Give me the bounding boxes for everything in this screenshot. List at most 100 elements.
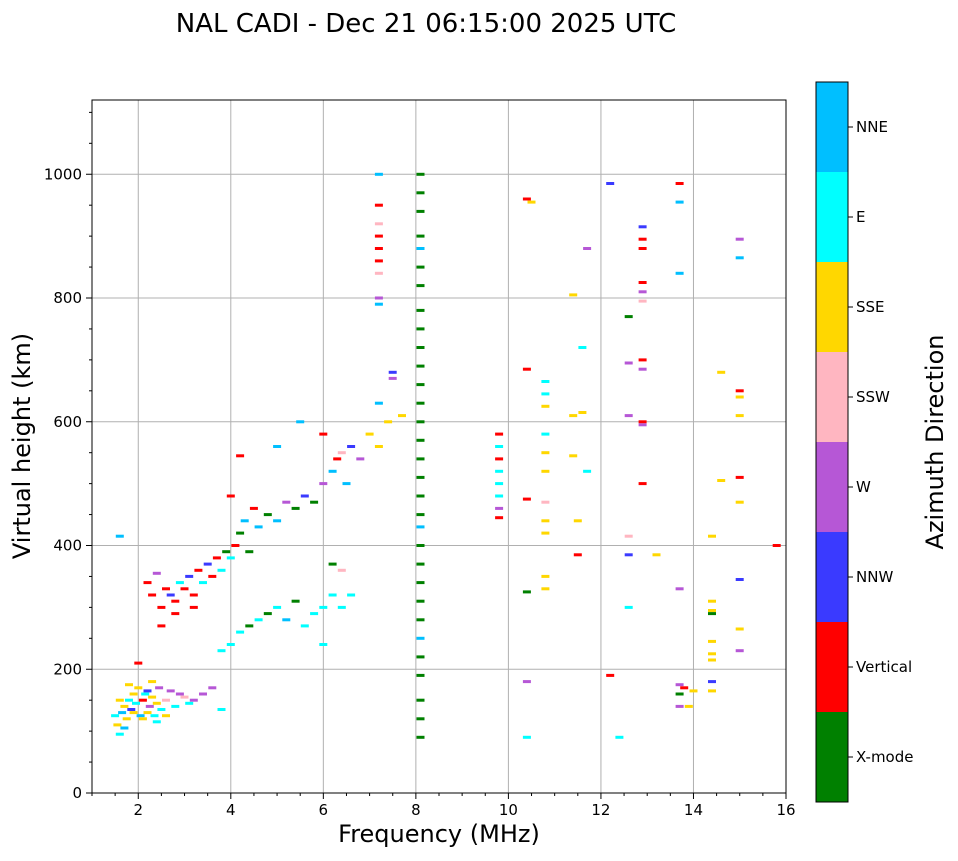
data-point: [115, 534, 124, 538]
data-point: [416, 265, 425, 269]
data-point: [185, 574, 194, 578]
data-point: [675, 271, 684, 275]
data-point: [583, 247, 592, 250]
x-tick-label: 4: [226, 801, 236, 819]
y-tick-label: 800: [53, 289, 82, 307]
data-point: [384, 420, 393, 424]
data-point: [132, 701, 140, 705]
data-point: [638, 423, 647, 427]
data-point: [111, 714, 120, 718]
data-point: [416, 401, 425, 405]
data-point: [708, 680, 716, 684]
y-tick-label: 400: [53, 537, 82, 555]
data-point: [675, 683, 684, 687]
data-point: [189, 593, 198, 597]
data-point: [398, 414, 406, 418]
plot-frame: [92, 100, 786, 793]
data-point: [203, 562, 212, 566]
data-point: [166, 689, 175, 693]
data-point: [337, 605, 346, 609]
data-point: [638, 225, 647, 229]
data-point: [624, 534, 633, 538]
series-vertical-column-7-2-mhz: [374, 172, 406, 448]
colorbar-swatch: [816, 262, 848, 352]
data-point: [120, 726, 129, 730]
data-point: [416, 562, 425, 566]
data-point: [569, 454, 578, 458]
data-point: [541, 451, 550, 455]
data-point: [416, 457, 425, 461]
data-point: [522, 367, 531, 371]
data-point: [416, 383, 425, 387]
data-point: [416, 717, 425, 721]
data-point: [374, 172, 383, 176]
data-point: [374, 222, 383, 226]
data-point: [735, 627, 744, 631]
data-point: [122, 717, 131, 721]
data-point: [333, 457, 342, 461]
series-x-mode-column-8-1-mhz: [416, 172, 425, 739]
data-point: [495, 445, 504, 448]
data-point: [708, 609, 716, 612]
data-point: [217, 568, 226, 572]
colorbar-swatch: [816, 172, 848, 262]
x-tick-label: 10: [499, 801, 518, 819]
data-point: [319, 432, 328, 436]
y-tick-label: 600: [53, 413, 82, 431]
data-point: [240, 519, 249, 523]
colorbar-tick-label: SSW: [856, 388, 890, 406]
data-point: [638, 290, 647, 294]
data-point: [416, 172, 425, 176]
data-point: [162, 698, 170, 702]
data-point: [495, 457, 504, 461]
data-point: [624, 315, 633, 319]
data-point: [300, 494, 309, 498]
data-point: [162, 714, 170, 718]
data-point: [735, 414, 744, 418]
data-point: [180, 695, 189, 699]
data-point: [541, 587, 550, 591]
data-point: [416, 191, 425, 195]
data-point: [300, 624, 309, 628]
colorbar-swatch: [816, 82, 848, 172]
y-tick-label: 0: [72, 784, 82, 802]
colorbar-tick-label: X-mode: [856, 748, 913, 766]
x-tick-label: 16: [776, 801, 795, 819]
data-point: [374, 445, 383, 448]
data-point: [310, 500, 319, 504]
y-tick-label: 200: [53, 660, 82, 678]
data-point: [199, 692, 207, 696]
data-point: [129, 692, 138, 696]
data-point: [337, 451, 346, 455]
data-point: [282, 618, 291, 622]
data-point: [416, 364, 425, 368]
data-point: [138, 698, 147, 702]
data-point: [522, 497, 531, 501]
data-point: [113, 723, 122, 727]
data-point: [374, 247, 383, 250]
series-scattered-13-5-16-mhz: [675, 182, 781, 708]
data-point: [652, 553, 661, 557]
data-point: [416, 655, 425, 659]
data-point: [675, 200, 684, 204]
data-point: [263, 513, 272, 517]
data-point: [166, 593, 175, 597]
data-point: [319, 605, 328, 609]
data-point: [152, 571, 161, 575]
data-point: [416, 599, 425, 603]
data-point: [236, 630, 245, 634]
data-point: [245, 624, 254, 628]
data-point: [374, 234, 383, 238]
data-point: [291, 599, 300, 603]
data-point: [735, 389, 744, 393]
chart-title: NAL CADI - Dec 21 06:15:00 2025 UTC: [176, 9, 676, 39]
data-point: [522, 735, 531, 739]
data-point: [136, 714, 145, 718]
data-point: [145, 704, 154, 708]
data-point: [249, 506, 258, 510]
data-point: [495, 432, 504, 436]
data-point: [416, 475, 425, 479]
data-point: [416, 618, 425, 622]
data-point: [374, 302, 383, 306]
x-axis: 2 4 6 8 10 12 14 16: [91, 793, 796, 819]
